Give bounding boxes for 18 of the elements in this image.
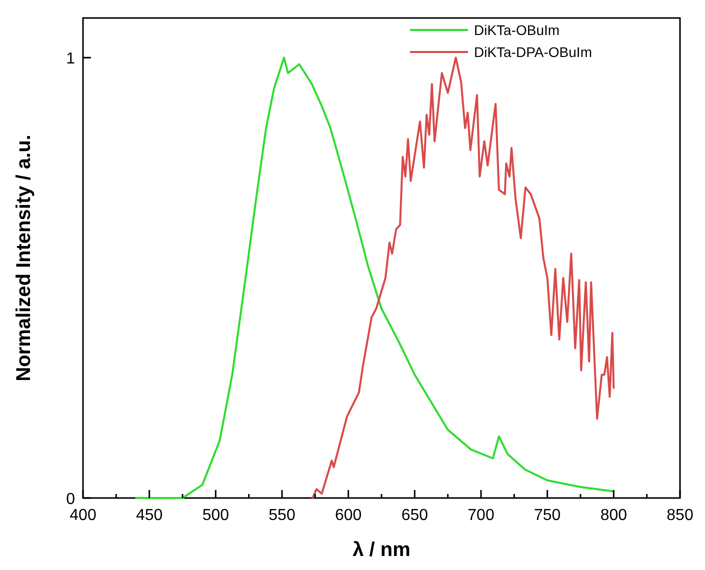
x-tick-label: 550 — [268, 507, 296, 524]
x-tick-label: 850 — [666, 507, 694, 524]
x-tick-label: 500 — [202, 507, 230, 524]
x-tick-label: 600 — [334, 507, 362, 524]
x-tick-label: 700 — [468, 507, 494, 524]
x-tick-label: 650 — [401, 507, 428, 524]
x-tick-label: 450 — [136, 507, 163, 524]
y-tick-label: 1 — [66, 50, 76, 68]
line-series — [135, 56, 615, 499]
y-tick-label: 0 — [66, 491, 76, 508]
x-tick-label: 750 — [534, 507, 561, 524]
legend-label: DiKTa-DPA-OBuIm — [474, 44, 592, 60]
x-tick-label: 400 — [70, 507, 96, 524]
x-tick-label: 800 — [600, 507, 628, 524]
x-axis-title: λ / nm — [352, 539, 410, 561]
y-axis-title: Normalized Intensity / a.u. — [13, 134, 35, 382]
line-series — [312, 56, 615, 499]
legend-label: DiKTa-OBuIm — [474, 22, 560, 38]
